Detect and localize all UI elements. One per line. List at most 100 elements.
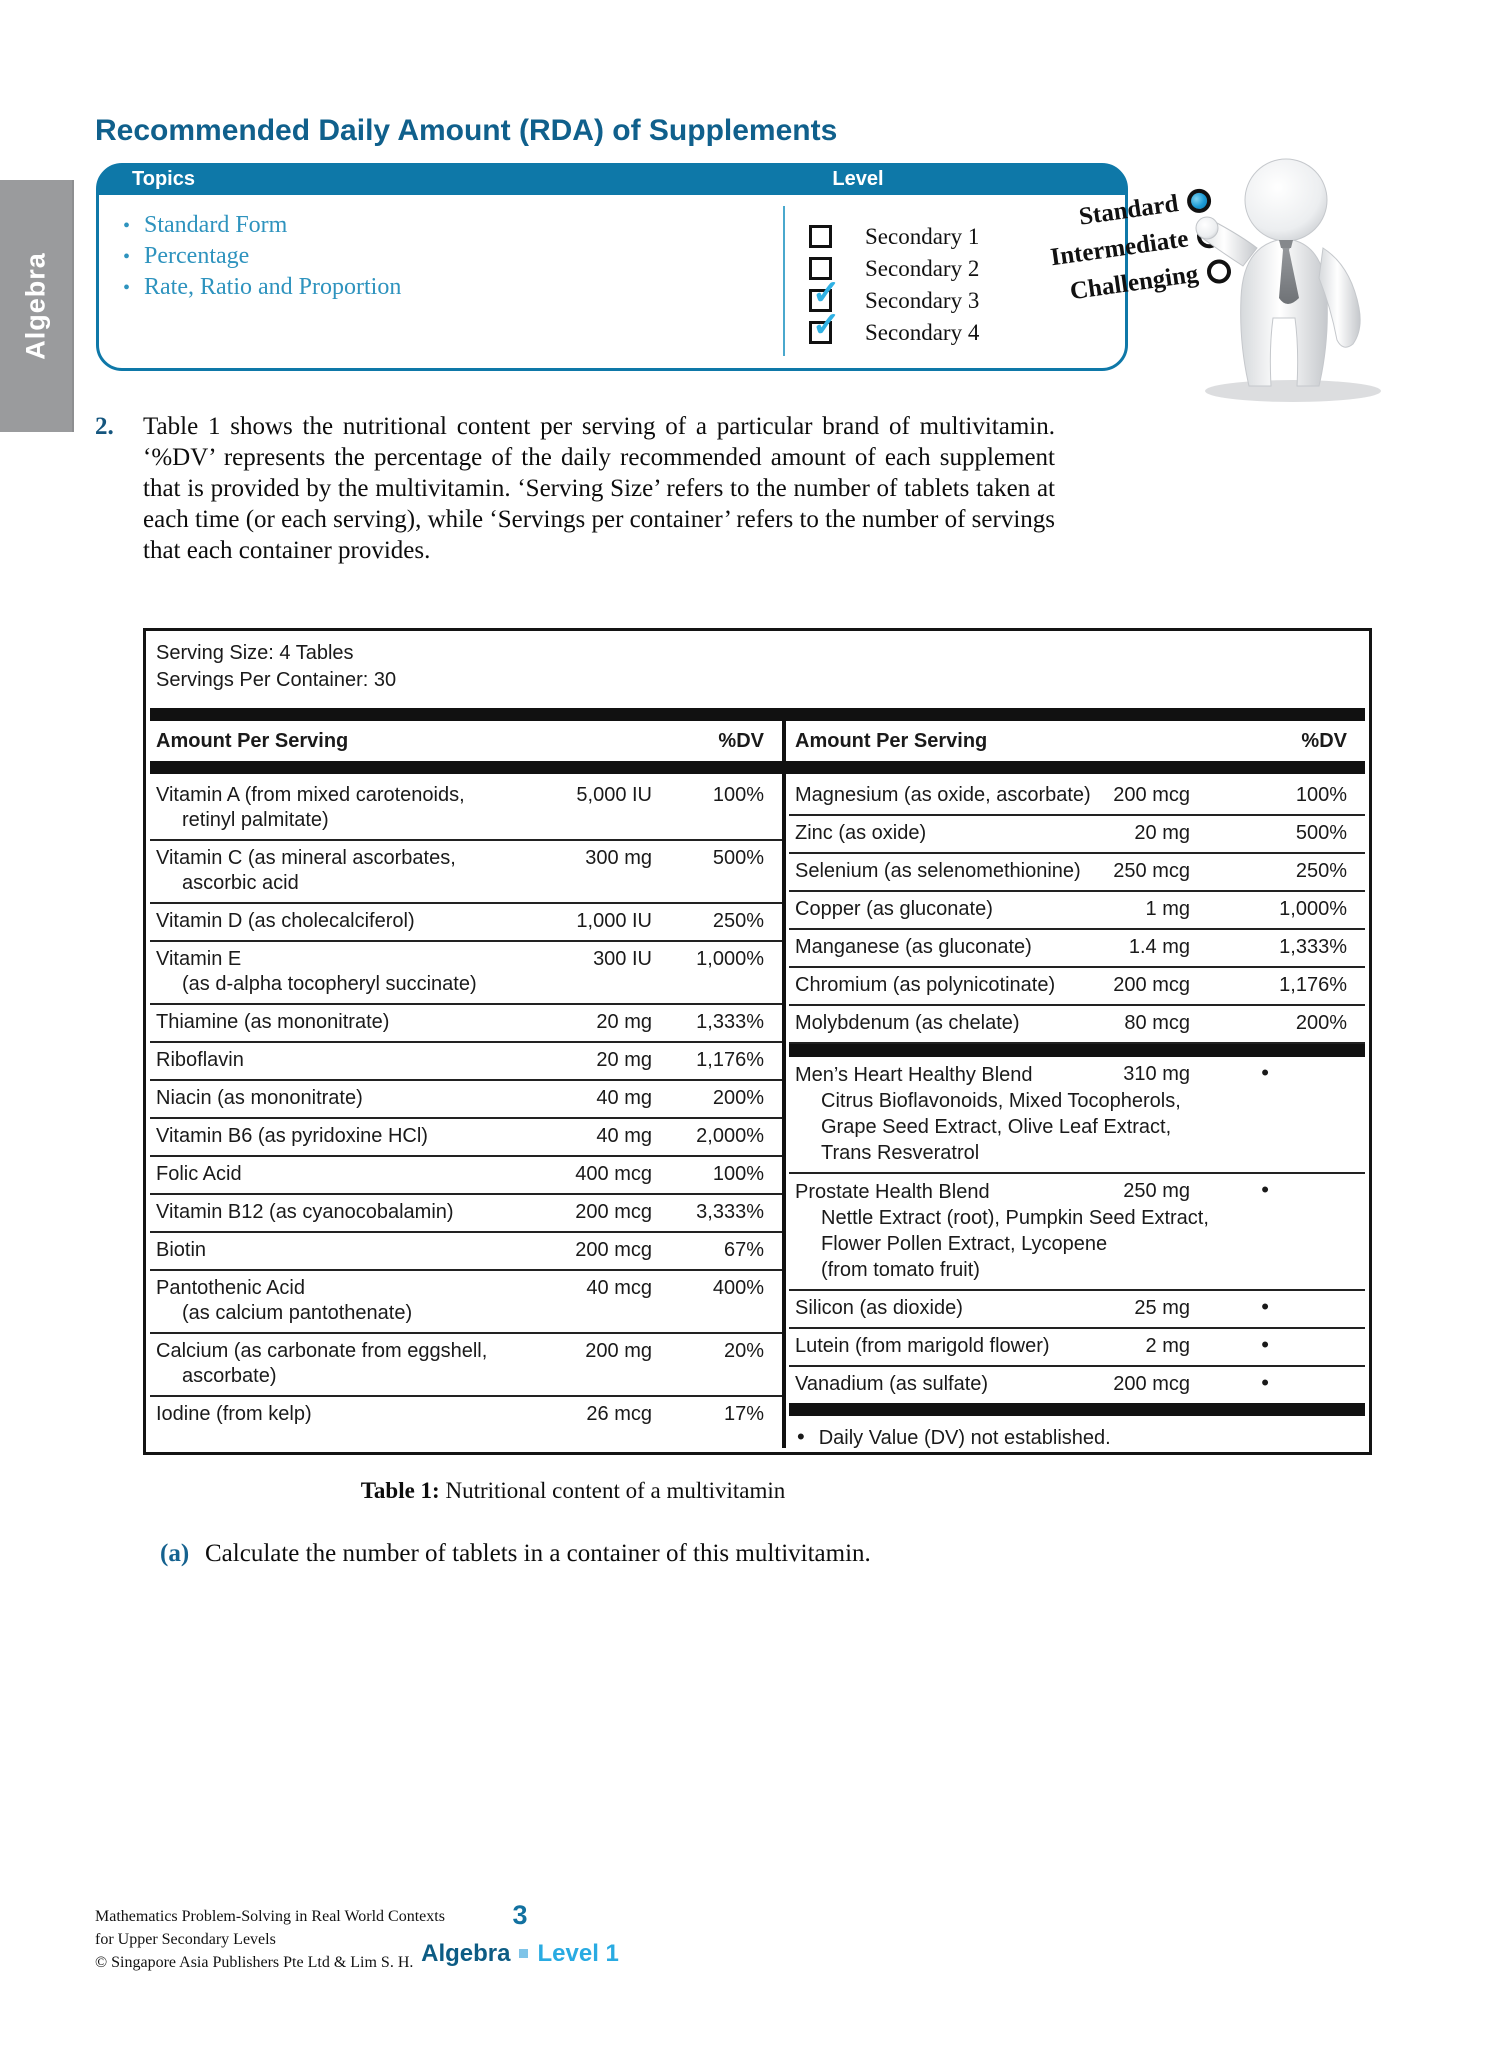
bullet-icon: • [123, 246, 131, 268]
nutrient-dv: 200% [712, 1087, 764, 1109]
nutrient-row: Lutein (from marigold flower) 2 mg • [789, 1329, 1365, 1367]
nutrition-table: Serving Size: 4 Tables Servings Per Cont… [143, 628, 1372, 1455]
nutrient-name-cont: Citrus Bioflavonoids, Mixed Tocopherols, [821, 1090, 1181, 1112]
nutrient-dv: 100% [712, 1163, 764, 1185]
nutrient-amount: 200 mcg [1113, 974, 1190, 996]
nutrient-row: Biotin 200 mcg 67% [150, 1233, 782, 1271]
bullet-icon: • [123, 277, 131, 299]
footnote-text: Daily Value (DV) not established. [818, 1427, 1111, 1449]
nutrient-amount: 250 mcg [1113, 860, 1190, 882]
nutrient-row: Silicon (as dioxide) 25 mg • [789, 1291, 1365, 1329]
table-right-body: Magnesium (as oxide, ascorbate) 200 mcg 10… [789, 778, 1365, 1403]
nutrient-row: Manganese (as gluconate) 1.4 mg 1,333% [789, 930, 1365, 968]
nutrient-row: Folic Acid 400 mcg 100% [150, 1157, 782, 1195]
level-label: Secondary 2 [865, 256, 980, 281]
nutrient-amount: 300 IU [593, 948, 652, 970]
nutrient-name: Prostate Health Blend [795, 1181, 990, 1203]
nutrient-name: Thiamine (as mononitrate) [156, 1011, 390, 1033]
table-bar-above-footnote [789, 1403, 1365, 1416]
nutrient-amount: 1.4 mg [1128, 936, 1190, 958]
nutrient-name: Folic Acid [156, 1163, 242, 1185]
nutrient-row: Copper (as gluconate) 1 mg 1,000% [789, 892, 1365, 930]
level-label: Secondary 3 [865, 288, 980, 313]
nutrient-dv: • [1261, 1294, 1269, 1319]
nutrient-amount: 40 mcg [586, 1277, 652, 1299]
thick-bar [789, 1044, 1365, 1057]
nutrient-dv: 1,000% [1279, 898, 1347, 920]
table-center-divider [782, 708, 786, 1448]
nutrient-row: Vitamin B12 (as cyanocobalamin) 200 mcg 3,… [150, 1195, 782, 1233]
nutrient-amount: 200 mcg [1113, 1373, 1190, 1395]
nutrient-row: Niacin (as mononitrate) 40 mg 200% [150, 1081, 782, 1119]
checkmark-icon: ✓ [812, 274, 841, 312]
checkbox-unchecked[interactable] [809, 225, 832, 248]
nutrient-dv: 500% [712, 847, 764, 869]
level-label: Secondary 4 [865, 320, 980, 345]
table-caption-label: Table 1: [360, 1478, 440, 1503]
nutrient-name: Copper (as gluconate) [795, 898, 993, 920]
nutrient-name-cont: ascorbate) [182, 1365, 277, 1387]
table-left-body: Vitamin A (from mixed carotenoids, retiny… [150, 778, 782, 1433]
level-header: Level [832, 168, 884, 190]
topics-list: • Standard Form • Percentage • Rate, Ratio an… [123, 210, 401, 303]
footer-imprint: Mathematics Problem-Solving in Real Worl… [95, 1905, 445, 1974]
nutrient-amount: 250 mg [1123, 1180, 1190, 1202]
nutrient-name-cont: Trans Resveratrol [821, 1142, 980, 1164]
footer-section-line: Algebra Level 1 [300, 1940, 740, 1968]
nutrient-row: Iodine (from kelp) 26 mcg 17% [150, 1397, 782, 1433]
nutrient-dv: • [1261, 1060, 1269, 1085]
nutrient-row: Men’s Heart Healthy Blend Citrus Bioflavo… [789, 1057, 1365, 1174]
nutrient-amount: 200 mcg [1113, 784, 1190, 806]
nutrient-name-cont: (from tomato fruit) [821, 1259, 980, 1281]
nutrient-amount: 26 mcg [586, 1403, 652, 1425]
serving-size: Serving Size: 4 Tables [156, 642, 354, 664]
bullet-icon: • [123, 215, 131, 237]
nutrient-amount: 20 mg [596, 1049, 652, 1071]
nutrient-amount: 40 mg [596, 1125, 652, 1147]
nutrient-row: Pantothenic Acid (as calcium pantothenate… [150, 1271, 782, 1334]
nutrient-row: Prostate Health Blend Nettle Extract (roo… [789, 1174, 1365, 1291]
nutrient-amount: 1 mg [1145, 898, 1190, 920]
checkbox-unchecked[interactable] [809, 257, 832, 280]
level-label: Secondary 1 [865, 224, 980, 249]
nutrient-row: Chromium (as polynicotinate) 200 mcg 1,176… [789, 968, 1365, 1006]
nutrient-row: Calcium (as carbonate from eggshell, asco… [150, 1334, 782, 1397]
nutrient-dv: 67% [723, 1239, 764, 1261]
nutrient-name: Vitamin A (from mixed carotenoids, [156, 784, 465, 806]
nutrient-name: Vitamin B12 (as cyanocobalamin) [156, 1201, 454, 1223]
nutrient-amount: 2 mg [1145, 1335, 1190, 1357]
nutrient-amount: 300 mg [585, 847, 652, 869]
nutrient-name-cont: Flower Pollen Extract, Lycopene [821, 1233, 1108, 1255]
checkbox-checked[interactable]: ✓ [809, 276, 841, 312]
nutrient-name: Zinc (as oxide) [795, 822, 927, 844]
nutrient-name-cont: retinyl palmitate) [182, 809, 329, 831]
footer-section-name: Algebra [421, 1940, 511, 1967]
nutrient-amount: 40 mg [596, 1087, 652, 1109]
nutrient-name: Iodine (from kelp) [156, 1403, 312, 1425]
nutrient-dv: 500% [1295, 822, 1347, 844]
nutrient-dv: 200% [1295, 1012, 1347, 1034]
nutrient-dv: 3,333% [696, 1201, 764, 1223]
serving-info: Serving Size: 4 Tables Servings Per Cont… [156, 640, 396, 694]
checkbox-checked[interactable]: ✓ [809, 308, 841, 344]
chapter-tab: Algebra [0, 180, 74, 432]
nutrient-row: Vitamin E (as d-alpha tocopheryl succinat… [150, 942, 782, 1005]
topics-level-divider [783, 206, 785, 356]
nutrient-amount: 80 mcg [1124, 1012, 1190, 1034]
dv-header: %DV [1301, 730, 1347, 752]
nutrient-dv: 17% [723, 1403, 764, 1425]
nutrient-amount: 1,000 IU [576, 910, 652, 932]
table-caption: Table 1: Nutritional content of a multiv… [143, 1478, 1003, 1504]
table-bar-under-header [150, 761, 1365, 774]
nutrient-dv: 1,176% [696, 1049, 764, 1071]
nutrient-dv: 1,176% [1279, 974, 1347, 996]
footer-line: Mathematics Problem-Solving in Real Worl… [95, 1908, 445, 1925]
nutrient-amount: 310 mg [1123, 1063, 1190, 1085]
topics-level-header-bar: Topics Level [98, 165, 1126, 195]
page-title: Recommended Daily Amount (RDA) of Supple… [95, 114, 838, 147]
nutrient-name: Vitamin B6 (as pyridoxine HCl) [156, 1125, 428, 1147]
nutrient-amount: 20 mg [1134, 822, 1190, 844]
nutrient-name: Vitamin C (as mineral ascorbates, [156, 847, 456, 869]
dv-footnote: • Daily Value (DV) not established. [789, 1416, 1365, 1456]
